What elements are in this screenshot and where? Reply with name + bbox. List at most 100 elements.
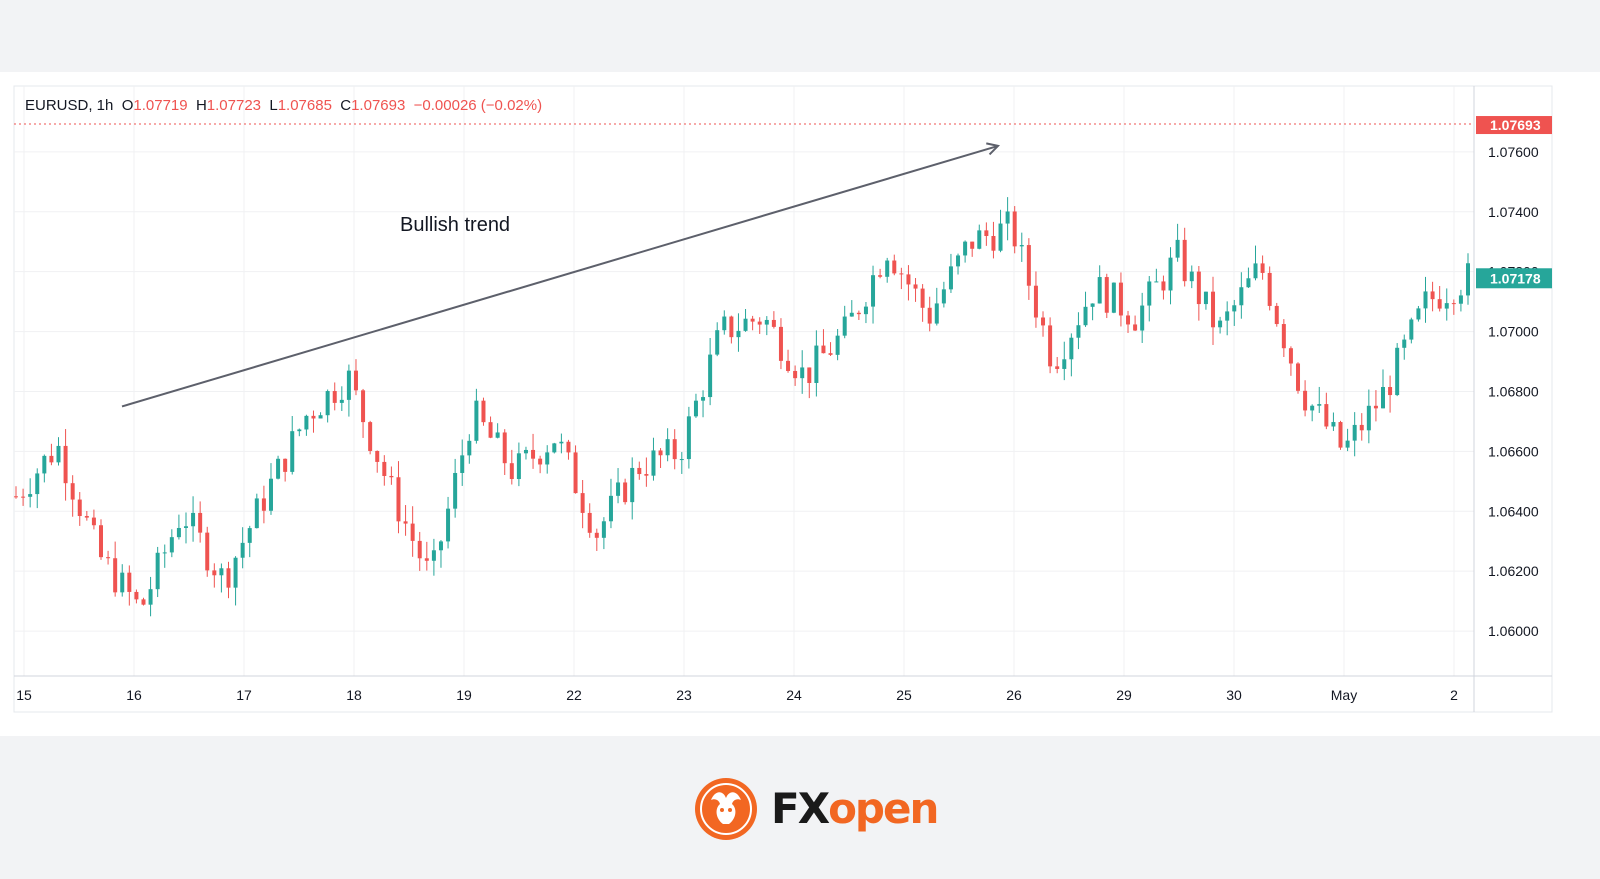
candle-up <box>608 495 613 522</box>
candle-up <box>764 319 769 325</box>
candle-up <box>1111 282 1116 313</box>
candle-down <box>1033 285 1038 318</box>
candle-down <box>198 512 203 533</box>
candle-up <box>162 552 167 554</box>
candle-up <box>169 537 174 553</box>
candle-up <box>956 255 961 267</box>
trend-arrow-line <box>121 144 999 408</box>
candle-up <box>948 266 953 290</box>
candle-up <box>155 552 160 590</box>
change-value: −0.00026 (−0.02%) <box>414 97 542 114</box>
candle-up <box>1402 339 1407 348</box>
candle-up <box>934 303 939 324</box>
candle-down <box>417 540 422 559</box>
candle-down <box>1260 263 1265 273</box>
candle-down <box>573 452 578 494</box>
candle-up <box>1225 311 1230 321</box>
current-price-tag <box>1476 116 1552 135</box>
candle-up <box>431 550 436 561</box>
low-label: L <box>269 97 277 114</box>
candle-up <box>1366 405 1371 431</box>
candle-up <box>1423 291 1428 309</box>
candle-down <box>1118 282 1123 316</box>
candle-down <box>481 400 486 423</box>
candle-down <box>771 319 776 327</box>
candle-up <box>651 450 656 476</box>
candle-up <box>665 439 670 456</box>
candle-up <box>842 316 847 336</box>
candle-down <box>1303 390 1308 411</box>
candle-down <box>580 493 585 513</box>
candle-down <box>141 599 146 605</box>
candle-up <box>1062 359 1067 369</box>
fxopen-logo: FXopen <box>693 776 939 842</box>
candle-up <box>325 391 330 416</box>
footer <box>0 736 1600 879</box>
candle-up <box>1189 271 1194 282</box>
x-tick-label: 25 <box>896 687 912 703</box>
candle-up <box>254 498 259 529</box>
candle-up <box>233 557 238 588</box>
candle-up <box>559 441 564 444</box>
candle-down <box>396 477 401 522</box>
candle-down <box>353 370 358 391</box>
x-tick-label: 2 <box>1450 687 1458 703</box>
symbol-interval: EURUSD, 1h <box>25 97 122 114</box>
open-value: 1.07719 <box>133 97 196 114</box>
candle-up <box>963 241 968 256</box>
candle-up <box>977 230 982 249</box>
candle-up <box>304 415 309 430</box>
candle-down <box>566 441 571 453</box>
candle-down <box>261 498 266 511</box>
candle-down <box>1281 324 1286 349</box>
fxopen-wordmark: FXopen <box>771 776 939 842</box>
x-tick-label: 23 <box>676 687 692 703</box>
y-tick-label: 1.07400 <box>1488 204 1539 220</box>
close-value: 1.07693 <box>351 97 414 114</box>
candle-down <box>368 422 373 451</box>
candle-down <box>113 558 118 593</box>
candle-down <box>361 390 366 423</box>
candle-up <box>247 528 252 543</box>
candle-up <box>800 367 805 379</box>
candle-up <box>863 306 868 315</box>
candle-down <box>1267 272 1272 306</box>
candle-up <box>1005 211 1010 224</box>
candle-down <box>375 450 380 462</box>
candle-up <box>1140 305 1145 331</box>
high-value: 1.07723 <box>207 97 270 114</box>
candle-down <box>913 284 918 289</box>
x-tick-label: 17 <box>236 687 252 703</box>
candle-down <box>1274 305 1279 325</box>
candle-down <box>389 475 394 478</box>
candle-down <box>488 422 493 438</box>
highlight-price-tag-text: 1.07178 <box>1490 270 1541 286</box>
candle-down <box>920 288 925 308</box>
candle-up <box>467 440 472 456</box>
candle-up <box>346 370 351 400</box>
candle-down <box>1041 317 1046 326</box>
candle-down <box>91 517 96 526</box>
candle-down <box>283 458 288 472</box>
candle-down <box>538 458 543 465</box>
candle-down <box>828 353 833 355</box>
candle-up <box>290 431 295 472</box>
candle-down <box>1126 315 1131 325</box>
candle-up <box>1083 306 1088 326</box>
candle-down <box>984 230 989 237</box>
candle-down <box>757 321 762 325</box>
candle-up <box>42 455 47 474</box>
candle-down <box>970 241 975 249</box>
candle-down <box>127 572 132 592</box>
candle-up <box>630 467 635 503</box>
y-tick-label: 1.07600 <box>1488 144 1539 160</box>
candle-down <box>1451 303 1456 305</box>
candle-up <box>1175 239 1180 258</box>
candle-down <box>49 455 54 463</box>
chart-frame <box>13 85 1553 713</box>
candle-down <box>637 467 642 475</box>
candle-down <box>1012 211 1017 247</box>
candle-up <box>276 458 281 479</box>
candle-up <box>1019 245 1024 247</box>
